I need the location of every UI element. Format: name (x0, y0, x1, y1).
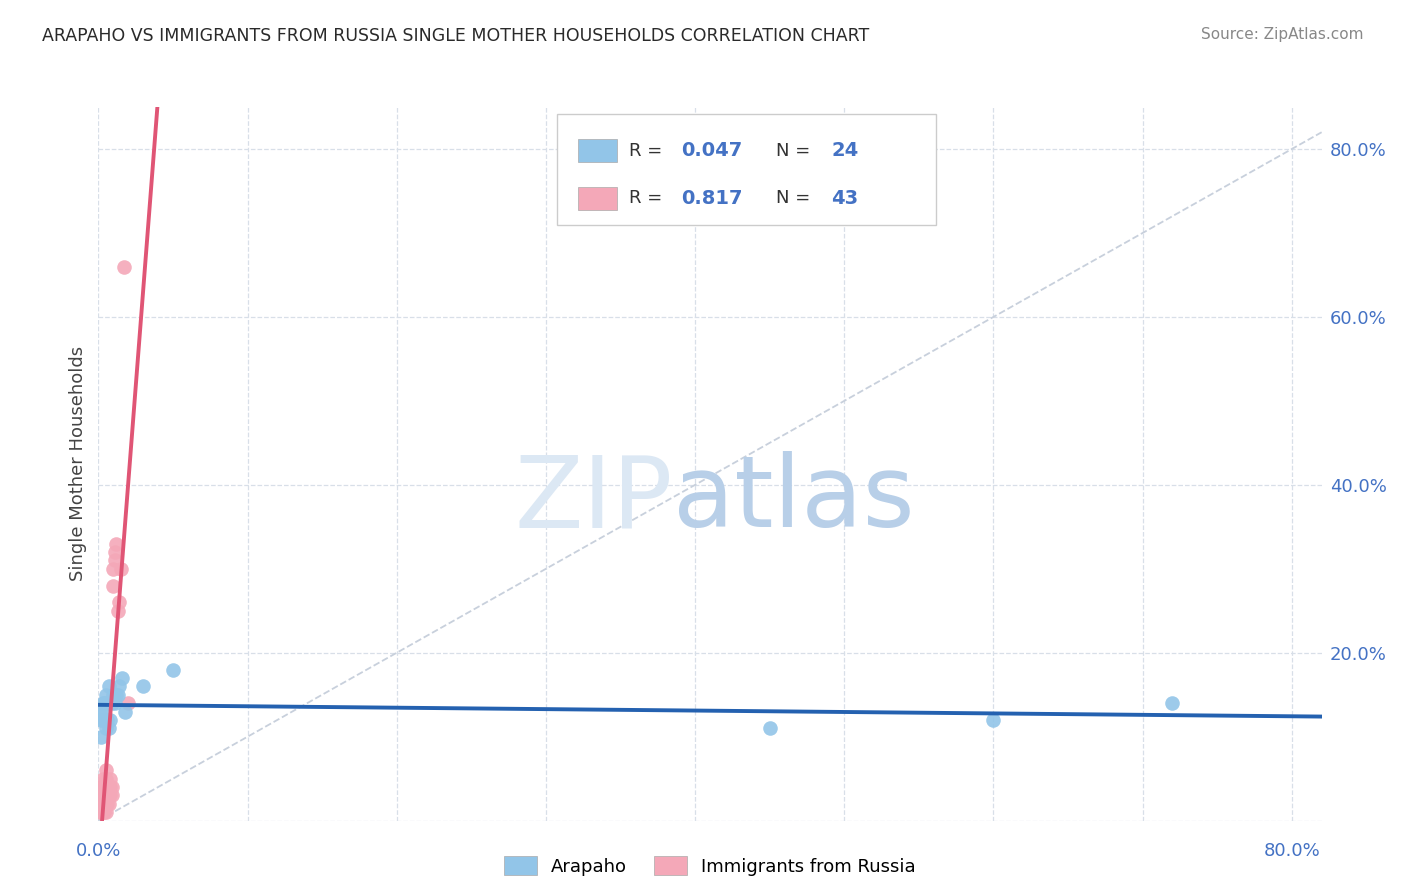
FancyBboxPatch shape (557, 114, 936, 225)
Point (90, 797, 112, 811)
Point (97, 789, 120, 803)
Point (983, 713, 1005, 727)
Point (114, 705, 136, 719)
Text: atlas: atlas (673, 451, 915, 548)
Point (107, 688, 129, 702)
Point (94, 789, 117, 803)
Point (132, 679, 155, 693)
Point (97, 780, 120, 794)
Point (91, 789, 114, 803)
Text: 0.0%: 0.0% (76, 842, 121, 860)
Text: 24: 24 (831, 141, 859, 161)
Point (96, 780, 118, 794)
Point (93, 797, 115, 811)
Point (91, 772, 114, 786)
Point (104, 553, 127, 567)
Point (98, 780, 121, 794)
Point (90, 789, 112, 803)
Point (91, 696, 114, 710)
Point (1161, 696, 1184, 710)
Point (112, 260, 135, 274)
Point (93, 696, 115, 710)
Legend: Arapaho, Immigrants from Russia: Arapaho, Immigrants from Russia (496, 849, 924, 883)
Point (103, 578, 125, 592)
Point (96, 789, 118, 803)
Text: 43: 43 (831, 189, 858, 208)
Point (101, 696, 124, 710)
Point (94, 772, 117, 786)
Point (96, 713, 118, 727)
Text: 0.817: 0.817 (681, 189, 742, 208)
Point (91, 797, 114, 811)
Point (98, 772, 121, 786)
Bar (578, 139, 617, 162)
Bar (578, 187, 617, 210)
Point (89, 797, 111, 811)
Point (98, 713, 121, 727)
Text: 0.047: 0.047 (681, 141, 742, 161)
Point (89, 789, 111, 803)
Point (94, 780, 117, 794)
Point (90, 730, 112, 744)
Point (108, 595, 131, 609)
Point (93, 805, 115, 820)
Point (93, 713, 115, 727)
Point (97, 679, 120, 693)
Point (89, 705, 111, 719)
Text: N =: N = (776, 142, 815, 160)
Point (107, 604, 129, 618)
Point (104, 696, 127, 710)
Point (108, 679, 131, 693)
Point (89, 805, 111, 820)
Point (91, 705, 114, 719)
Point (94, 688, 117, 702)
Point (111, 671, 134, 685)
Text: 80.0%: 80.0% (1264, 842, 1320, 860)
Text: ZIP: ZIP (515, 451, 673, 548)
Point (94, 797, 117, 811)
Point (91, 805, 114, 820)
Point (105, 536, 128, 550)
Point (110, 562, 132, 576)
Y-axis label: Single Mother Households: Single Mother Households (69, 346, 87, 582)
Point (103, 688, 125, 702)
Point (96, 696, 118, 710)
Text: ARAPAHO VS IMMIGRANTS FROM RUSSIA SINGLE MOTHER HOUSEHOLDS CORRELATION CHART: ARAPAHO VS IMMIGRANTS FROM RUSSIA SINGLE… (42, 27, 869, 45)
Point (117, 696, 139, 710)
Point (97, 797, 120, 811)
Point (90, 805, 112, 820)
Point (90, 780, 112, 794)
Point (97, 721, 120, 735)
Text: R =: R = (630, 142, 668, 160)
Point (91, 780, 114, 794)
Point (101, 789, 124, 803)
Point (96, 797, 118, 811)
Point (105, 688, 128, 702)
Point (94, 721, 117, 735)
Text: N =: N = (776, 189, 815, 208)
Text: R =: R = (630, 189, 668, 208)
Point (98, 789, 121, 803)
Text: Source: ZipAtlas.com: Source: ZipAtlas.com (1201, 27, 1364, 42)
Point (104, 545, 127, 559)
Point (162, 663, 184, 677)
Point (101, 780, 124, 794)
Point (93, 780, 115, 794)
Point (94, 764, 117, 778)
Point (758, 721, 780, 735)
Point (94, 805, 117, 820)
Point (93, 789, 115, 803)
Point (90, 713, 112, 727)
Point (103, 562, 125, 576)
